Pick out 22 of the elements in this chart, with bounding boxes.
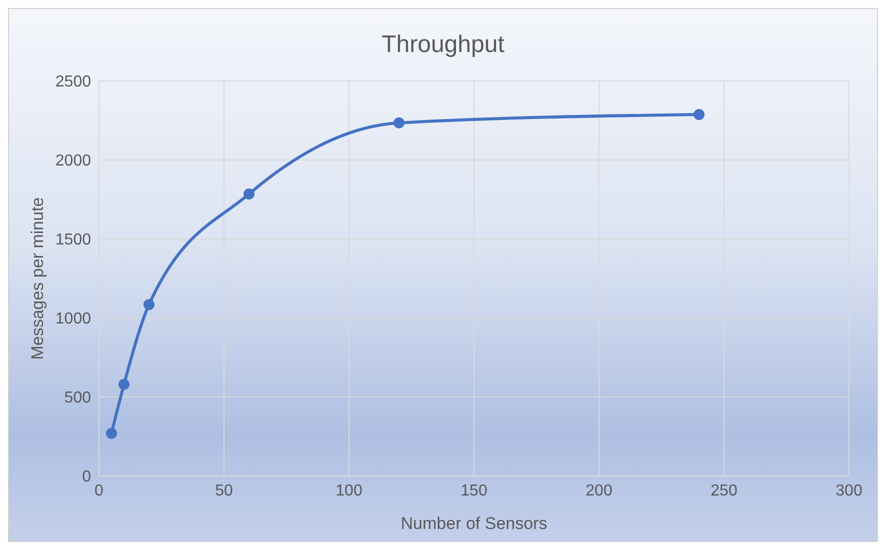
point <box>106 428 117 439</box>
y-axis-title: Messages per minute <box>28 197 48 360</box>
y-tick-label: 2500 <box>55 74 92 91</box>
y-tick-label: 2000 <box>55 152 92 170</box>
point <box>144 299 154 310</box>
y-tick-label: 0 <box>82 468 92 486</box>
x-tick-label: 0 <box>94 482 104 500</box>
point <box>118 378 130 390</box>
x-tick-label: 100 <box>336 482 362 500</box>
chart-title: Throughput <box>380 30 506 60</box>
y-tick-label: 1500 <box>55 232 92 249</box>
y-tick-label: 1000 <box>55 310 92 328</box>
x-tick-label: 300 <box>836 482 862 500</box>
x-tick-label: 250 <box>710 482 738 500</box>
point <box>694 108 704 120</box>
x-tick-label: 200 <box>586 482 612 500</box>
x-axis-title: Number of Sensors <box>400 514 548 533</box>
x-tick-label: 150 <box>460 482 488 500</box>
x-tick-label: 50 <box>215 482 233 500</box>
y-tick-label: 500 <box>64 390 92 407</box>
point <box>244 188 254 200</box>
point <box>394 117 404 128</box>
